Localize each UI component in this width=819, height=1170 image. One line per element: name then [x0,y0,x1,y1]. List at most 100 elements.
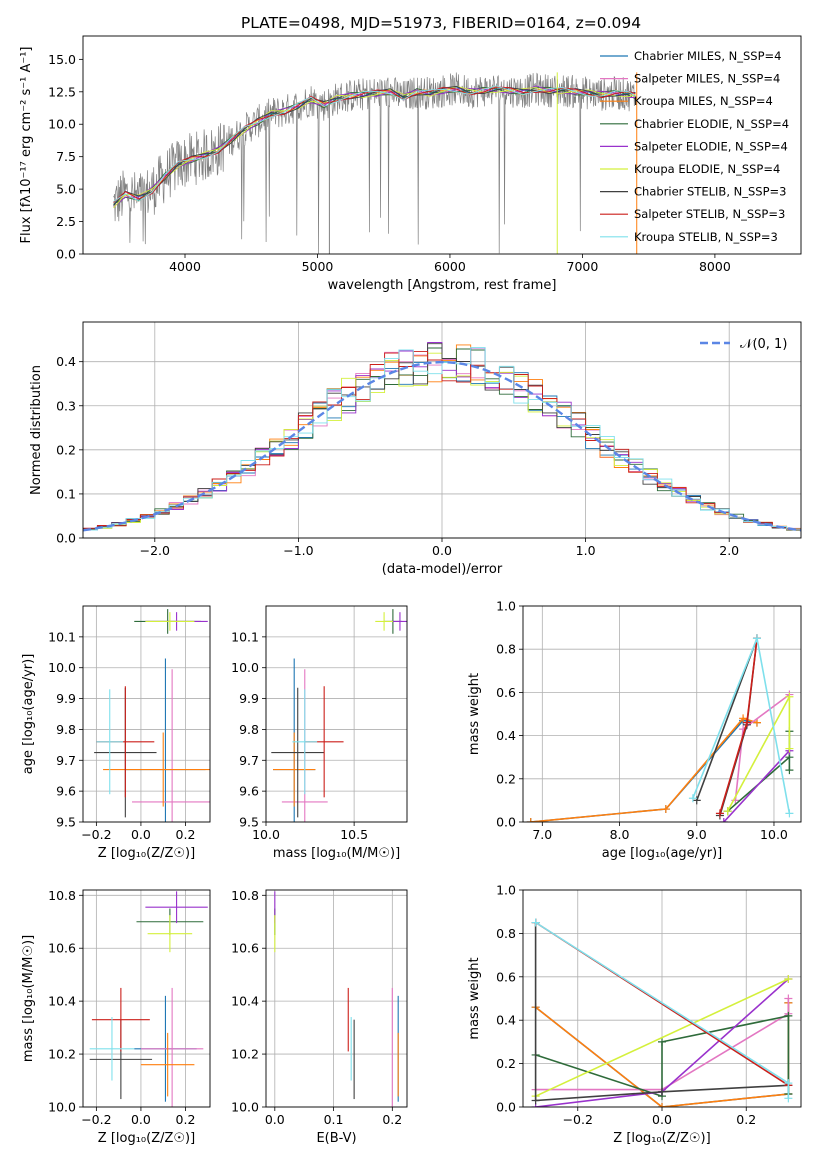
chart-panel-7: 0.0 0.1 0.2 10.0 10.2 10.4 10.6 10.8 E(B-V) [231,888,408,1146]
y-tick-label: 5.0 [56,182,76,197]
x-axis-label: E(B-V) [316,1131,356,1146]
y-tick-label: 0.8 [496,642,516,657]
y-tick-label: 1.0 [496,599,516,614]
y-tick-label: 10.2 [48,1047,76,1062]
axes-frame [82,35,802,255]
axes-frame [82,889,211,1108]
x-tick-label: 7000 [567,259,599,274]
weight-point-salpeter-stelib [715,809,724,818]
axes-frame [82,605,211,823]
x-tick-label: 8.0 [610,827,630,842]
y-tick-label: 10.8 [48,888,76,903]
chart-panel-5: 7.0 8.0 9.0 10.0 0.0 0.2 0.4 0.6 0.8 1.0 age [log₁… [467,599,802,861]
y-tick-label: 9.8 [239,722,259,737]
axes-frame [265,605,408,823]
y-tick-label: 0.6 [496,685,516,700]
y-tick-label: 10.6 [231,941,259,956]
model-line-salpeter-stelib [113,86,636,203]
y-tick-label: 7.5 [56,149,76,164]
x-axis-label: (data-model)/error [382,562,503,577]
axes-frame [265,889,408,1108]
y-tick-label: 10.0 [48,1100,76,1115]
weight-point-kroupa-miles [752,718,761,727]
weight-point-kroupa-elodie [785,744,794,753]
legend-label: Chabrier ELODIE, N_SSP=4 [634,117,789,131]
chart-panel-6: −0.2 0.0 0.2 10.0 10.2 10.4 10.6 10.8 Z [log₁₀(Z… [21,888,211,1146]
x-tick-label: −0.2 [81,1112,111,1127]
y-axis-label: Flux [fλ10⁻¹⁷ erg cm⁻² s⁻¹ A⁻¹] [19,47,34,244]
legend-label: Salpeter STELIB, N_SSP=3 [634,207,785,221]
axes-frame [82,321,802,539]
weight-line-salpeter-elodie [723,750,790,822]
chart-panel-8: −0.2 0.0 0.2 0.0 0.2 0.4 0.6 0.8 1.0 Z [log₁₀(Z/Z… [467,883,802,1146]
weight-point-kroupa-miles [526,818,535,822]
x-axis-label: wavelength [Angstrom, rest frame] [328,278,557,293]
y-tick-label: 9.7 [56,753,76,768]
y-tick-label: 10.0 [48,660,76,675]
x-tick-label: 0.2 [736,1112,756,1127]
x-axis-label: Z [log₁₀(Z/Z☉)] [98,1131,195,1146]
y-tick-label: 0.4 [56,354,76,369]
y-tick-label: 0.2 [496,1056,516,1071]
x-tick-label: 0.0 [265,1112,285,1127]
weight-point-salpeter-elodie [719,818,728,822]
x-tick-label: 0.2 [176,1112,196,1127]
legend-label: Chabrier MILES, N_SSP=4 [634,49,781,63]
x-tick-label: −1.0 [283,543,313,558]
weight-point-kroupa-stelib [752,634,761,643]
weight-line-kroupa-miles [530,717,758,822]
x-tick-label: 0.0 [131,827,151,842]
y-tick-label: 9.6 [56,784,76,799]
plot-area [83,342,801,532]
x-axis-label: mass [log₁₀(M/M☉)] [273,846,400,861]
y-tick-label: 9.6 [239,784,259,799]
x-tick-label: 0.0 [432,543,452,558]
x-axis-label: Z [log₁₀(Z/Z☉)] [98,846,195,861]
chart-panel-1: 4000 5000 6000 7000 8000 0.0 2.5 5.0 7.5 10.0 12.5… [19,35,802,293]
legend-label: Kroupa MILES, N_SSP=4 [634,94,773,108]
x-tick-label: 2.0 [719,543,739,558]
weight-point-kroupa-stelib [531,918,540,927]
y-tick-label: 2.5 [56,214,76,229]
legend-label: 𝒩(0, 1) [740,337,787,352]
weight-point-chabrier-elodie [785,766,794,775]
axes-frame [522,605,802,823]
model-line-kroupa-stelib [113,85,636,202]
legend-label: Kroupa ELODIE, N_SSP=4 [634,162,780,176]
y-tick-label: 10.6 [48,941,76,956]
y-axis-label: mass [log₁₀(M/M☉)] [21,935,36,1062]
legend-label: Kroupa STELIB, N_SSP=3 [634,230,778,244]
weight-line-kroupa-elodie [535,978,789,1097]
y-tick-label: 1.0 [496,883,516,898]
panels-layer: 4000 5000 6000 7000 8000 0.0 2.5 5.0 7.5 10.0 12.5… [19,35,802,1146]
y-tick-label: 0.0 [56,531,76,546]
x-tick-label: −0.2 [563,1112,593,1127]
chart-panel-3: −0.2 0.0 0.2 9.5 9.6 9.7 9.8 9.9 10.0 10.1 Z [log₁… [21,605,211,861]
weight-point-kroupa-miles [658,1103,666,1107]
weight-point-kroupa-elodie [784,974,793,983]
x-tick-label: 0.1 [324,1112,344,1127]
y-tick-label: 9.5 [239,815,259,830]
plot-area [526,634,794,822]
legend-label: Salpeter MILES, N_SSP=4 [634,72,780,86]
y-tick-label: 9.9 [56,691,76,706]
y-axis-label: age [log₁₀(age/yr)] [21,654,36,775]
y-axis-label: mass weight [467,957,482,1039]
weight-point-kroupa-stelib [784,1094,793,1103]
x-tick-label: 5000 [302,259,334,274]
y-tick-label: 10.0 [48,117,76,132]
y-tick-label: 0.1 [56,486,76,501]
weight-point-kroupa-miles [739,714,748,723]
y-tick-label: 0.8 [496,926,516,941]
x-tick-label: 10.5 [340,827,368,842]
plot-area [94,609,210,822]
weight-point-chabrier-stelib [531,1096,540,1105]
plot-area [113,72,638,254]
histogram-kroupa-stelib [83,347,801,531]
x-axis-label: Z [log₁₀(Z/Z☉)] [613,1131,710,1146]
plot-area [271,609,407,822]
y-tick-label: 0.0 [496,1100,516,1115]
y-tick-label: 0.4 [496,728,516,743]
chart-panel-4: 10.0 10.5 9.5 9.6 9.7 9.8 9.9 10.0 10.1 mass [log… [231,605,408,861]
y-tick-label: 9.5 [56,815,76,830]
